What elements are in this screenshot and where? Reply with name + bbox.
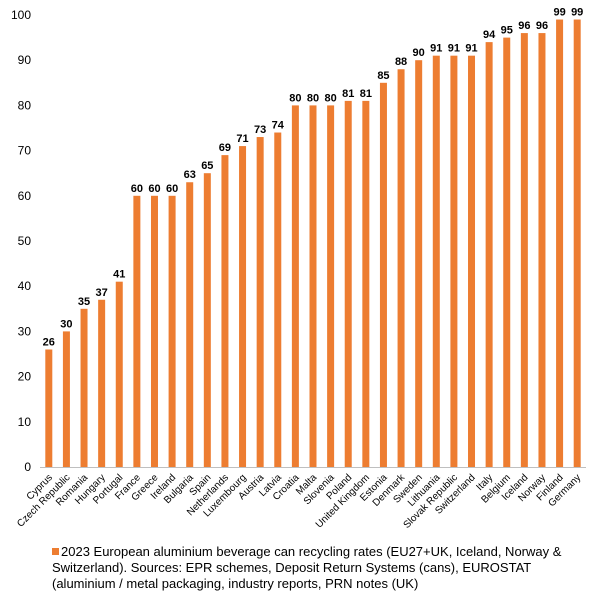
bar [203, 173, 211, 467]
data-label: 85 [377, 70, 389, 82]
bar [344, 100, 352, 467]
y-tick-label: 20 [18, 370, 32, 384]
bar [168, 195, 176, 468]
bar [362, 100, 370, 467]
y-tick-label: 0 [24, 460, 31, 474]
data-label: 94 [483, 29, 496, 41]
data-label: 90 [413, 47, 425, 59]
y-tick-label: 100 [11, 8, 31, 22]
bar [45, 349, 53, 467]
data-label: 91 [430, 43, 442, 55]
y-tick-label: 60 [18, 189, 32, 203]
data-label: 26 [43, 336, 55, 348]
y-tick-label: 80 [18, 98, 32, 112]
bar [397, 69, 405, 468]
data-label: 71 [236, 133, 248, 145]
bar [415, 60, 423, 467]
bar [98, 299, 106, 467]
data-label: 99 [553, 7, 565, 19]
data-label: 41 [113, 269, 125, 281]
bar [450, 55, 458, 468]
bar [239, 146, 247, 467]
legend-label: 2023 European aluminium beverage can rec… [52, 544, 562, 591]
data-label: 60 [148, 183, 160, 195]
data-label: 99 [571, 7, 583, 19]
bar [538, 33, 546, 467]
data-label: 81 [342, 88, 354, 100]
bar [256, 137, 264, 468]
bar [573, 19, 581, 468]
bar [62, 331, 70, 467]
legend-swatch [52, 548, 59, 555]
y-tick-label: 70 [18, 144, 32, 158]
bar [221, 155, 229, 467]
data-label: 74 [272, 120, 285, 132]
data-label: 81 [360, 88, 372, 100]
bar [291, 105, 299, 468]
bar [379, 82, 387, 468]
bar [520, 33, 528, 467]
data-label: 73 [254, 124, 266, 136]
bar [327, 105, 335, 468]
bar [133, 195, 141, 468]
bar [115, 281, 123, 467]
bar [274, 132, 282, 467]
data-label: 80 [289, 92, 301, 104]
y-tick-label: 10 [18, 415, 32, 429]
data-label: 60 [131, 183, 143, 195]
y-tick-label: 50 [18, 234, 32, 248]
data-label: 91 [465, 43, 477, 55]
bar [556, 19, 564, 468]
data-label: 35 [78, 296, 90, 308]
data-label: 96 [518, 20, 530, 32]
bar [150, 195, 158, 468]
data-label: 37 [96, 287, 108, 299]
bar [503, 37, 511, 467]
data-label: 60 [166, 183, 178, 195]
bar [468, 55, 476, 468]
bar [485, 42, 493, 468]
y-tick-label: 40 [18, 279, 32, 293]
y-tick-label: 30 [18, 324, 32, 338]
y-tick-label: 90 [18, 53, 32, 67]
data-label: 96 [536, 20, 548, 32]
bar [186, 182, 194, 468]
legend: 2023 European aluminium beverage can rec… [52, 544, 592, 592]
data-label: 91 [448, 43, 460, 55]
data-label: 95 [501, 25, 513, 37]
bar [80, 308, 88, 467]
data-label: 88 [395, 56, 407, 68]
data-label: 63 [184, 169, 196, 181]
data-label: 30 [60, 318, 72, 330]
data-label: 80 [324, 92, 336, 104]
data-label: 80 [307, 92, 319, 104]
bar [432, 55, 440, 468]
bar [309, 105, 317, 468]
data-label: 65 [201, 160, 213, 172]
data-label: 69 [219, 142, 231, 154]
